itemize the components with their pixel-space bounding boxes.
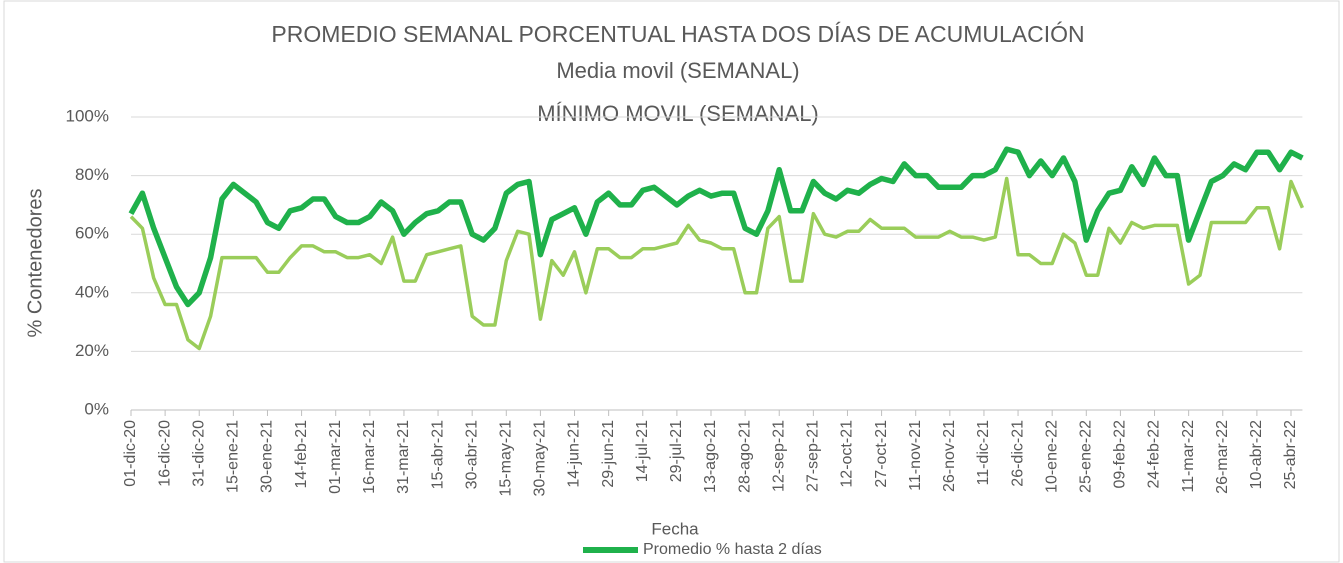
x-tick-label: 15-ene-21: [225, 420, 242, 493]
series-line: [129, 176, 1305, 351]
x-tick-label: 14-jul-21: [634, 420, 651, 482]
x-tick-label: 14-jun-21: [566, 420, 583, 488]
chart-border: [3, 0, 1340, 563]
x-tick-label: 31-dic-20: [190, 420, 207, 487]
y-axis-label: % Contenedores: [24, 189, 46, 338]
x-tick-label: 11-nov-21: [907, 420, 924, 491]
x-tick-label: 10-abr-22: [1248, 420, 1265, 489]
x-tick-label: 27-sep-21: [805, 420, 822, 492]
x-tick-label: 28-ago-21: [736, 420, 753, 493]
chart-subtitle: Media movil (SEMANAL): [556, 58, 799, 83]
x-tick-label: 12-sep-21: [770, 420, 787, 492]
x-axis-label: Fecha: [651, 519, 699, 538]
x-tick-label: 14-feb-21: [293, 420, 310, 489]
series-line: [128, 146, 1304, 308]
y-tick-label: 60%: [75, 224, 109, 243]
x-tick-label: 31-mar-21: [395, 420, 412, 494]
x-tick-label: 16-dic-20: [156, 420, 173, 487]
y-tick-label: 80%: [75, 165, 109, 184]
annotation: MÍNIMO MOVIL (SEMANAL): [537, 101, 819, 126]
y-tick-label: 0%: [84, 399, 109, 418]
x-tick-label: 27-oct-21: [873, 420, 890, 488]
x-tick-label: 13-ago-21: [702, 420, 719, 493]
x-tick-label: 30-may-21: [532, 420, 549, 497]
x-tick-label: 01-dic-20: [122, 420, 139, 487]
x-tick-label: 26-nov-21: [941, 420, 958, 492]
x-tick-label: 29-jul-21: [668, 420, 685, 482]
x-tick-label: 25-abr-22: [1282, 420, 1299, 489]
x-tick-label: 11-dic-21: [975, 420, 992, 486]
x-tick-label: 01-mar-21: [327, 420, 344, 494]
x-tick-label: 16-mar-21: [361, 420, 378, 494]
x-tick-label: 25-ene-22: [1078, 420, 1095, 493]
x-tick-label: 09-feb-22: [1112, 420, 1129, 489]
x-tick-label: 26-dic-21: [1009, 420, 1026, 487]
x-tick-label: 10-ene-22: [1043, 420, 1060, 493]
x-tick-label: 30-abr-21: [463, 420, 480, 489]
x-tick-label: 11-mar-22: [1180, 420, 1197, 493]
x-tick-label: 15-abr-21: [429, 420, 446, 489]
x-tick-label: 30-ene-21: [259, 420, 276, 493]
y-tick-label: 40%: [75, 282, 109, 301]
y-tick-label: 100%: [66, 106, 109, 125]
x-tick-label: 12-oct-21: [839, 420, 856, 488]
x-tick-label: 29-jun-21: [600, 420, 617, 488]
x-tick-label: 24-feb-22: [1146, 420, 1163, 489]
x-tick-label: 26-mar-22: [1214, 420, 1231, 494]
chart-title: PROMEDIO SEMANAL PORCENTUAL HASTA DOS DÍ…: [271, 21, 1084, 47]
x-tick-label: 15-may-21: [498, 420, 515, 497]
y-tick-label: 20%: [75, 341, 109, 360]
legend-label: Promedio % hasta 2 días: [643, 541, 822, 558]
